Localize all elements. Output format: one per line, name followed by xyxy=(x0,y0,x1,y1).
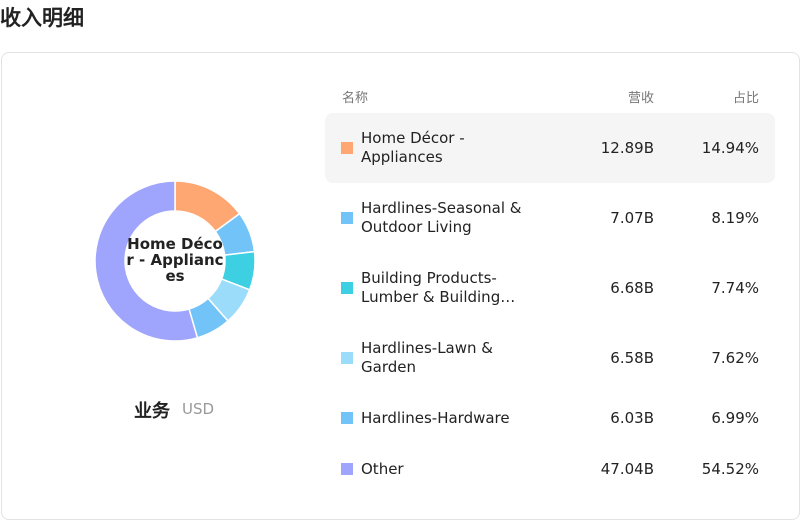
header: 占比 xyxy=(732,91,759,106)
table-row: Building Products-Lumber & Building… 6.68… xyxy=(325,253,775,323)
legend-swatch xyxy=(341,212,353,224)
legend-swatch xyxy=(341,352,353,364)
legend-swatch xyxy=(341,142,353,154)
category-name: Hardlines-Lawn & Garden xyxy=(361,339,493,376)
header: 营收 xyxy=(627,91,654,106)
legend-swatch xyxy=(341,282,353,294)
donut-slice xyxy=(94,180,199,342)
share: 6.99% xyxy=(711,409,759,427)
revenue: 12.89B xyxy=(600,139,654,157)
legend-swatch xyxy=(341,412,353,424)
category-name: Hardlines-Hardware xyxy=(361,408,510,427)
share: 7.62% xyxy=(711,349,759,367)
revenue: 7.07B xyxy=(610,209,654,227)
table-row: Hardlines-Hardware 6.03B 6.99% xyxy=(325,383,775,453)
share: 8.19% xyxy=(711,209,759,227)
share: 7.74% xyxy=(711,279,759,297)
revenue: 47.04B xyxy=(600,460,654,478)
share: 14.94% xyxy=(701,139,759,157)
legend-swatch xyxy=(341,463,353,475)
revenue: 6.68B xyxy=(610,279,654,297)
unit: USD xyxy=(182,400,215,418)
table-row: Other 47.04B 54.52% xyxy=(325,434,775,504)
table-row: Home Décor - Appliances 12.89B 14.94% xyxy=(325,113,775,183)
page-title: 收入明细 xyxy=(0,6,84,30)
category-name: Other xyxy=(361,459,404,478)
table-row: Hardlines-Lawn & Garden 6.58B 7.62% xyxy=(325,323,775,393)
center-label: Home Décor - Appliances xyxy=(126,235,224,285)
category-name: Home Décor - Appliances xyxy=(361,129,465,166)
share: 54.52% xyxy=(701,460,759,478)
revenue: 6.03B xyxy=(610,409,654,427)
header: 名称 xyxy=(342,91,369,106)
table-row: Hardlines-Seasonal & Outdoor Living 7.07B… xyxy=(325,183,775,253)
category-name: Building Products-Lumber & Building… xyxy=(361,269,516,306)
footer-label: 业务 xyxy=(134,401,170,422)
category-name: Hardlines-Seasonal & Outdoor Living xyxy=(361,199,522,236)
revenue: 6.58B xyxy=(610,349,654,367)
